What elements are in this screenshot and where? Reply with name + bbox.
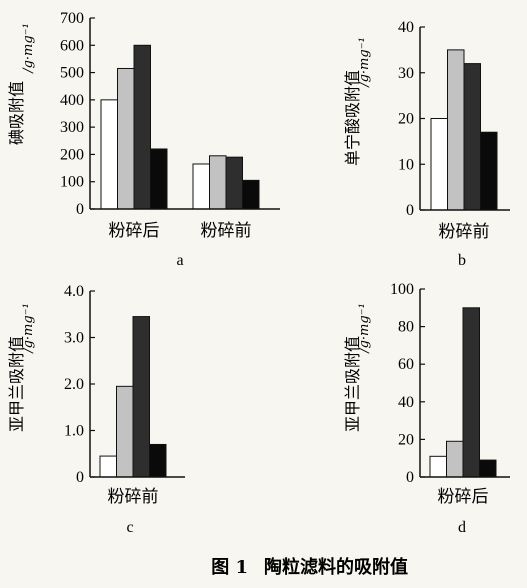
y-tick-label: 3.0	[64, 330, 84, 347]
panel-label: b	[458, 252, 466, 269]
category-label: 粉碎前	[439, 222, 490, 242]
bar-c-1-4	[149, 443, 167, 478]
y-tick-label: 2.0	[64, 376, 84, 393]
y-axis-unit: /g·mg⁻¹	[21, 303, 36, 355]
chart-panel-b: 粉碎前 0 10 20 30 40 单宁酸吸附值/g·mg⁻¹ b	[343, 19, 510, 269]
panel-label: a	[176, 252, 183, 269]
y-tick-label: 10	[398, 156, 414, 173]
y-axis-unit: /g·mg⁻¹	[357, 303, 372, 355]
bar-a-2-4	[242, 179, 260, 210]
bar-a-2-3	[225, 156, 243, 210]
bar-b-1-3	[463, 63, 481, 211]
y-axis-label: 单宁酸吸附值	[343, 70, 362, 166]
chart-panel-d: 粉碎后 0 20 40 60 80 100 亚甲兰吸附值/g·mg⁻¹ d	[343, 281, 510, 536]
bar-a-2-2	[209, 155, 227, 210]
bar-c-1-3	[132, 316, 150, 478]
bar-b-1-1	[430, 118, 448, 211]
bar-d-1-1	[429, 455, 447, 478]
y-tick-label: 20	[398, 431, 414, 448]
chart-panel-c: 粉碎前 0 1.0 2.0 3.0 4.0 亚甲兰吸附值/g·mg⁻¹ c	[7, 283, 185, 536]
y-tick-label: 100	[60, 174, 84, 191]
bar-a-1-2	[117, 67, 135, 210]
figure-caption-label: 图 1	[211, 557, 248, 578]
y-tick-label: 600	[60, 37, 84, 54]
bar-d-1-4	[479, 459, 497, 478]
category-label: 粉碎前	[201, 221, 252, 241]
y-tick-label: 40	[398, 19, 414, 36]
y-tick-label: 4.0	[64, 283, 84, 300]
bar-c-1-1	[99, 455, 117, 478]
bar-a-2-1	[192, 163, 210, 210]
y-tick-label: 60	[398, 356, 414, 373]
y-tick-label: 0	[406, 469, 414, 486]
figure-caption-text: 陶粒滤料的吸附值	[264, 556, 408, 578]
bar-c-1-2	[116, 385, 134, 478]
y-tick-label: 0	[76, 469, 84, 486]
y-tick-label: 30	[398, 65, 414, 82]
bar-b-1-2	[447, 49, 465, 211]
y-axis-label: 碘吸附值	[7, 81, 26, 145]
y-tick-label: 200	[60, 146, 84, 163]
y-tick-label: 40	[398, 394, 414, 411]
y-tick-label: 20	[398, 111, 414, 128]
bar-a-1-1	[100, 99, 118, 210]
y-tick-label: 1.0	[64, 423, 84, 440]
y-tick-label: 700	[60, 10, 84, 27]
y-axis-label: 亚甲兰吸附值	[7, 336, 26, 432]
y-tick-label: 300	[60, 119, 84, 136]
bar-a-1-3	[133, 44, 151, 210]
panel-label: d	[458, 519, 466, 536]
y-tick-label: 400	[60, 92, 84, 109]
y-tick-label: 100	[390, 281, 414, 298]
y-axis-unit: /g·mg⁻¹	[21, 23, 36, 75]
bar-d-1-3	[462, 307, 480, 478]
y-tick-label: 500	[60, 65, 84, 82]
chart-panel-a: 粉碎后 粉碎前 0 100 200 300 400 500 600 700 碘吸附值/g·mg⁻¹ a	[7, 10, 280, 269]
category-label: 粉碎后	[438, 487, 489, 507]
y-axis-label: 亚甲兰吸附值	[343, 336, 362, 432]
bar-a-1-4	[150, 148, 168, 210]
y-tick-label: 80	[398, 319, 414, 336]
y-tick-label: 0	[406, 202, 414, 219]
category-label: 粉碎后	[109, 221, 160, 241]
bar-b-1-4	[480, 131, 498, 211]
category-label: 粉碎前	[108, 487, 159, 507]
bar-d-1-2	[446, 440, 464, 478]
panel-label: c	[126, 519, 133, 536]
y-axis-unit: /g·mg⁻¹	[357, 37, 372, 89]
y-tick-label: 0	[76, 201, 84, 218]
